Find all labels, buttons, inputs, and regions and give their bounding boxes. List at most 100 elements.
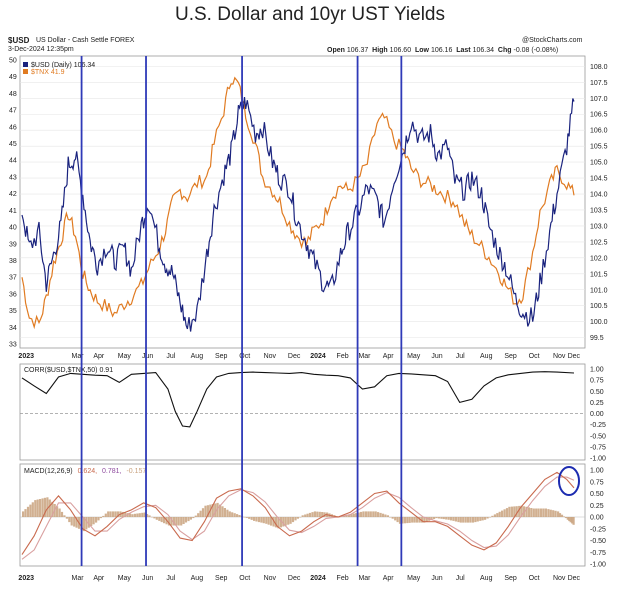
- macd-histogram-bar: [501, 510, 504, 517]
- usd-series-line: [21, 97, 575, 332]
- x-tick-label: Aug: [191, 353, 204, 360]
- left-tick-label: 38: [9, 258, 17, 265]
- macd-histogram-bar: [56, 506, 59, 517]
- macd-histogram-bar: [462, 517, 465, 523]
- left-tick-label: 44: [9, 158, 17, 165]
- macd-histogram-bar: [367, 511, 370, 517]
- tnx-series-line: [21, 76, 575, 330]
- macd-histogram-bar: [396, 517, 399, 523]
- right-tick-label: 102.5: [590, 239, 608, 246]
- right-tick-label: 105.0: [590, 160, 608, 167]
- macd-histogram-bar: [282, 517, 285, 527]
- macd-histogram-bar: [491, 515, 494, 517]
- corr-tick-label: 0.25: [590, 400, 604, 407]
- x-tick-label: Nov: [553, 353, 566, 360]
- macd-histogram-bar: [496, 513, 499, 517]
- macd-histogram-bar: [226, 509, 229, 517]
- macd-histogram-bar: [471, 517, 475, 523]
- macd-histogram-bar: [85, 517, 88, 530]
- tnx-legend-swatch: [23, 69, 28, 74]
- corr-tick-label: -1.00: [590, 456, 606, 463]
- right-tick-label: 101.5: [590, 271, 608, 278]
- left-tick-label: 36: [9, 291, 17, 298]
- left-tick-label: 50: [9, 58, 17, 65]
- macd-histogram-bar: [136, 513, 139, 517]
- macd-histogram-bar: [294, 517, 297, 521]
- macd-histogram-bar: [381, 513, 385, 517]
- usd-legend-label: $USD (Daily) 106.34: [31, 62, 95, 69]
- macd-histogram-bar: [221, 506, 224, 517]
- left-tick-label: 37: [9, 275, 17, 282]
- corr-tick-label: -0.75: [590, 444, 606, 451]
- macd-axis-ticks: 1.00 0.75 0.50 0.25 0.00 -0.25 -0.50 -0.75 -1.00: [590, 468, 606, 569]
- macd-legend: MACD(12,26,9) 0.624, 0.781, -0.157: [24, 468, 146, 475]
- macd-histogram-bar: [270, 517, 273, 526]
- macd-histogram-bar: [321, 512, 324, 517]
- highlight-circle: [558, 466, 580, 496]
- macd-histogram-bar: [255, 517, 258, 522]
- macd-legend-value: 0.624,: [78, 468, 98, 475]
- x-tick-label: Sep: [215, 575, 228, 582]
- corr-axis-ticks: 1.00 0.75 0.50 0.25 0.00 -0.25 -0.50 -0.75 -1.00: [590, 367, 606, 463]
- open-label: Open: [327, 47, 345, 54]
- low-value: 106.16: [430, 47, 453, 54]
- x-tick-label: Feb: [337, 353, 349, 360]
- left-tick-label: 42: [9, 191, 17, 198]
- left-tick-label: 40: [9, 225, 17, 232]
- macd-histogram-bar: [284, 517, 287, 526]
- macd-tick-label: -0.75: [590, 550, 606, 557]
- macd-histogram-bar: [372, 511, 375, 517]
- macd-histogram-bar: [535, 508, 538, 517]
- macd-histogram-bar: [352, 513, 355, 517]
- macd-histogram-bar: [262, 517, 265, 524]
- macd-histogram-bar: [43, 497, 47, 517]
- macd-histogram-bar: [488, 517, 492, 518]
- high-value: 106.60: [389, 47, 412, 54]
- right-tick-label: 100.5: [590, 303, 608, 310]
- price-lines: [21, 76, 575, 332]
- corr-tick-label: -0.50: [590, 433, 606, 440]
- macd-histogram-bar: [129, 513, 132, 517]
- macd-histogram-bar: [238, 515, 241, 517]
- price-legend: $USD (Daily) 106.34 $TNX 41.9: [23, 62, 95, 76]
- ohlc-readout: Open 106.37 High 106.60 Low 106.16 Last …: [327, 47, 558, 54]
- macd-tick-label: 0.25: [590, 503, 604, 510]
- macd-histogram-bar: [167, 517, 171, 526]
- macd-histogram-bar: [557, 511, 560, 517]
- macd-legend-hist: -0.157: [126, 468, 146, 475]
- macd-histogram-bar: [121, 511, 124, 517]
- macd-histogram-bar: [206, 505, 209, 517]
- macd-histogram-bar: [102, 515, 105, 517]
- macd-histogram-bar: [245, 517, 248, 518]
- macd-legend-name: MACD(12,26,9): [24, 468, 73, 475]
- macd-histogram-bar: [394, 517, 397, 521]
- macd-histogram-bar: [430, 517, 433, 520]
- macd-tick-label: 0.50: [590, 491, 604, 498]
- macd-histogram-bar: [63, 515, 66, 517]
- macd-histogram-bar: [231, 512, 234, 517]
- macd-histogram-bar: [87, 517, 90, 528]
- macd-histogram-bar: [564, 517, 567, 519]
- macd-histogram-bar: [418, 517, 421, 523]
- x-tick-label: Sep: [504, 353, 517, 360]
- high-label: High: [372, 47, 388, 54]
- macd-histogram-bar: [493, 514, 496, 517]
- macd-histogram-bar: [469, 517, 472, 523]
- right-tick-label: 104.5: [590, 176, 608, 183]
- usd-legend-swatch: [23, 62, 28, 67]
- x-tick-label: Aug: [480, 575, 493, 582]
- macd-histogram-bar: [104, 513, 107, 517]
- macd-histogram-bar: [265, 517, 268, 524]
- x-tick-label: May: [407, 353, 421, 360]
- left-tick-label: 35: [9, 308, 17, 315]
- x-tick-label: Dec: [288, 575, 301, 582]
- macd-histogram-bar: [452, 517, 455, 521]
- macd-histogram-bar: [97, 517, 100, 521]
- x-tick-label: Dec: [568, 353, 581, 360]
- macd-histogram-bar: [73, 517, 76, 527]
- macd-histogram-bar: [558, 513, 562, 517]
- left-tick-label: 49: [9, 74, 17, 81]
- right-tick-label: 106.5: [590, 112, 608, 119]
- macd-histogram-bar: [408, 517, 411, 523]
- macd-histogram-bar: [182, 517, 185, 524]
